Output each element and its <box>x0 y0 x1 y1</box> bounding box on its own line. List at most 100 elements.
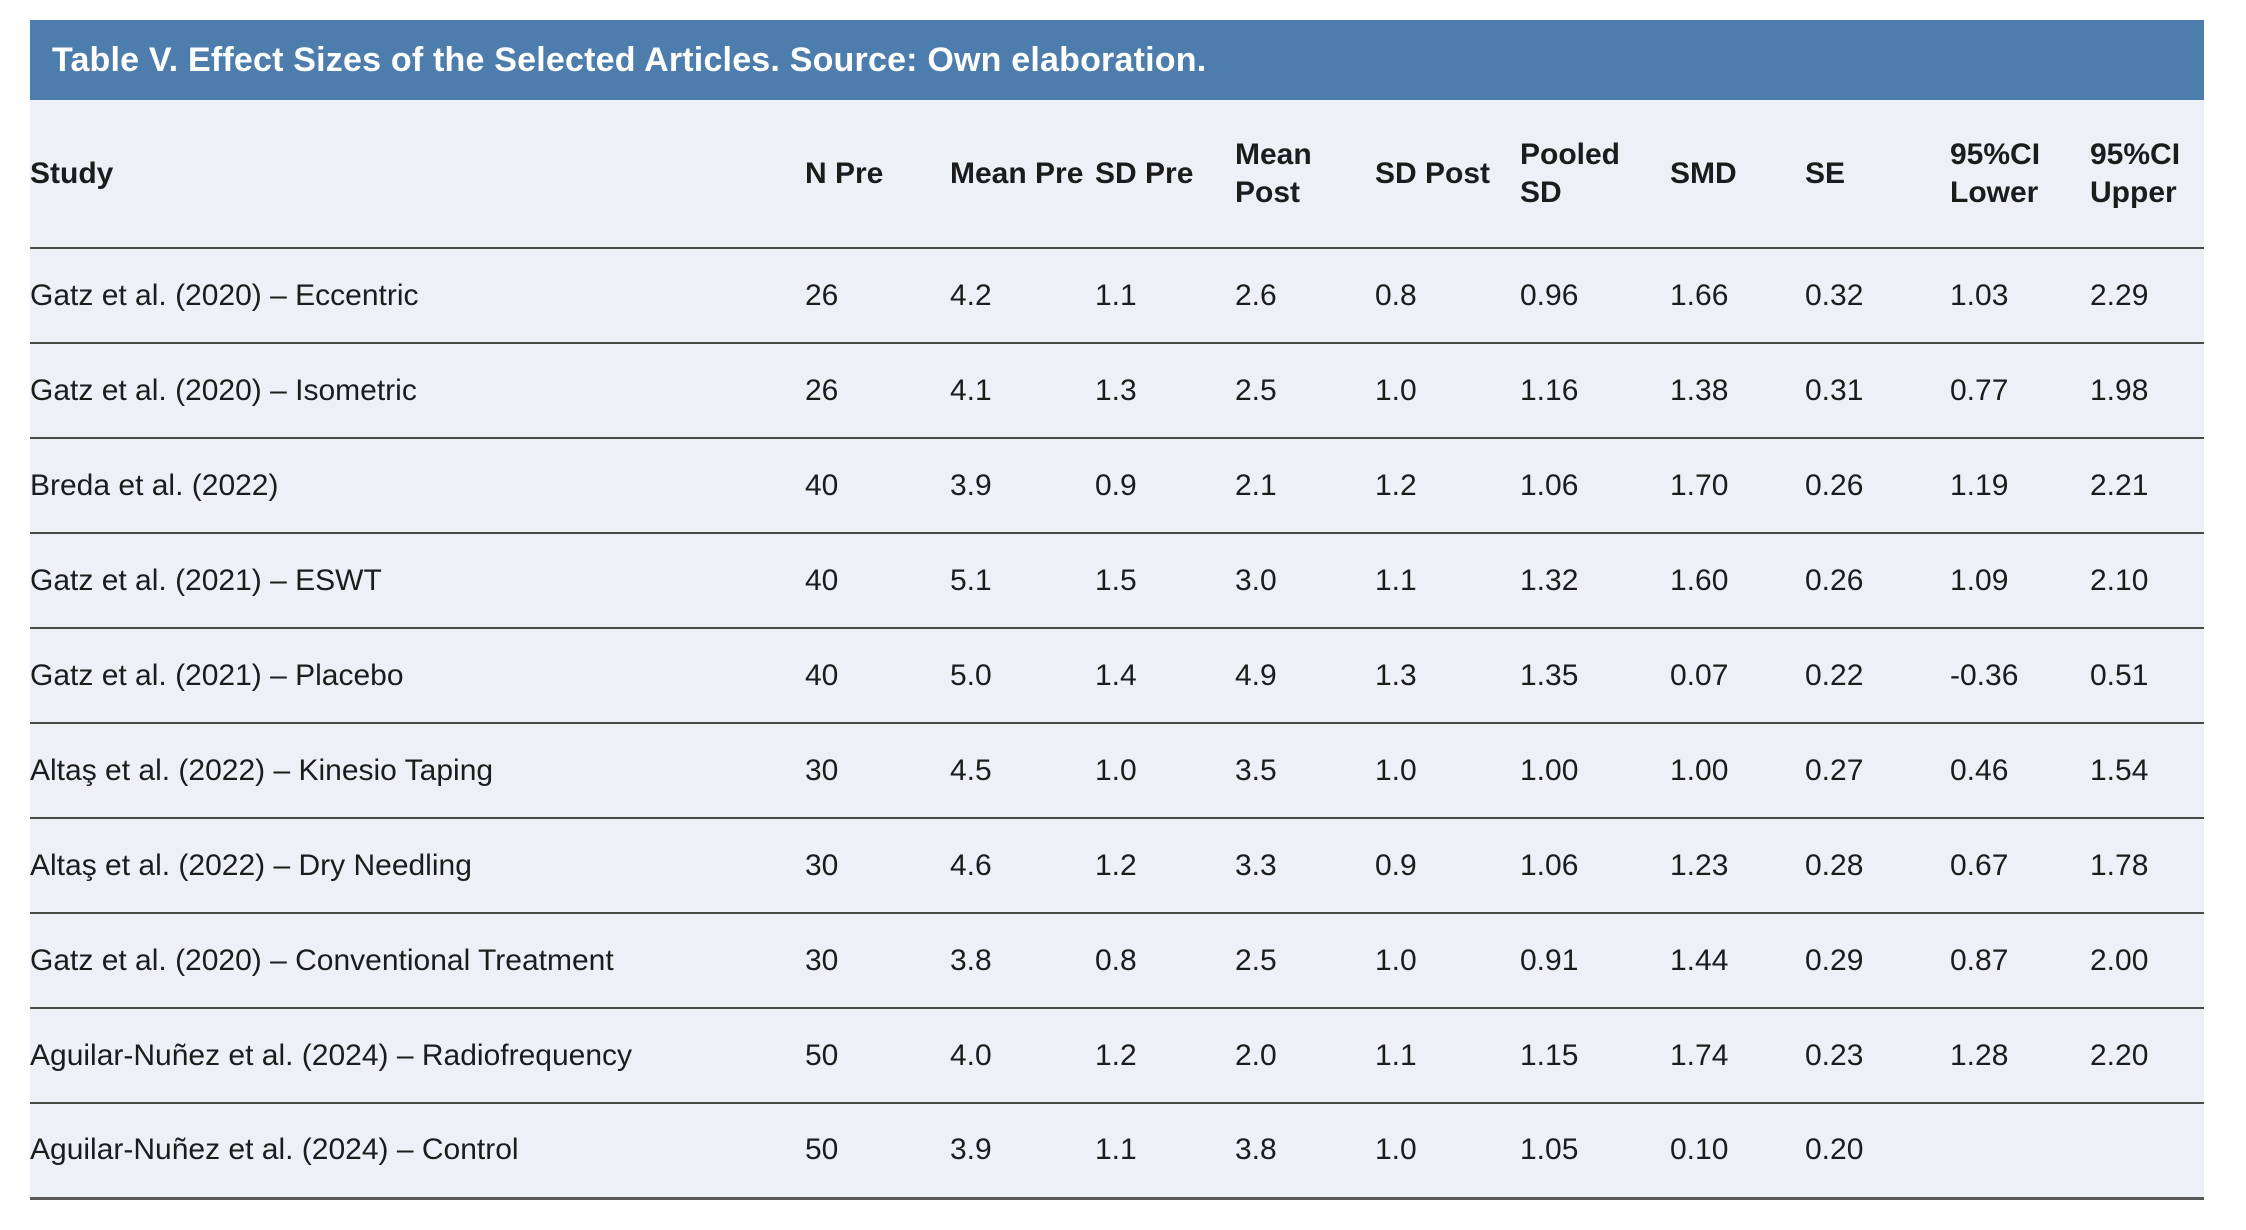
table-title-bar: Table V. Effect Sizes of the Selected Ar… <box>30 20 2204 100</box>
value-cell: 0.51 <box>2090 628 2204 724</box>
value-cell: 0.87 <box>1950 913 2090 1009</box>
column-header-mean-post: Mean Post <box>1235 100 1375 249</box>
table-row: Gatz et al. (2021) – Placebo 40 5.0 1.4 … <box>30 628 2204 724</box>
value-cell: 0.9 <box>1375 818 1520 914</box>
value-cell: 1.09 <box>1950 533 2090 629</box>
column-header-smd: SMD <box>1670 100 1805 249</box>
column-header-ci-upper: 95%CI Upper <box>2090 100 2204 249</box>
value-cell: 1.44 <box>1670 913 1805 1009</box>
value-cell: 40 <box>805 438 950 534</box>
value-cell: 1.19 <box>1950 438 2090 534</box>
value-cell: 1.54 <box>2090 723 2204 819</box>
study-cell: Gatz et al. (2021) – Placebo <box>30 628 805 724</box>
column-header-sd-pre: SD Pre <box>1095 100 1235 249</box>
value-cell: 1.28 <box>1950 1008 2090 1104</box>
value-cell: 1.0 <box>1375 913 1520 1009</box>
value-cell: 3.8 <box>1235 1103 1375 1200</box>
value-cell: 2.00 <box>2090 913 2204 1009</box>
value-cell: 4.0 <box>950 1008 1095 1104</box>
value-cell: 1.3 <box>1375 628 1520 724</box>
header-row: Study N Pre Mean Pre SD Pre Mean Post SD… <box>30 100 2204 249</box>
value-cell: 2.0 <box>1235 1008 1375 1104</box>
study-cell: Gatz et al. (2020) – Conventional Treatm… <box>30 913 805 1009</box>
study-cell: Gatz et al. (2020) – Eccentric <box>30 248 805 344</box>
value-cell: 1.0 <box>1095 723 1235 819</box>
value-cell: 0.9 <box>1095 438 1235 534</box>
value-cell: 3.9 <box>950 1103 1095 1200</box>
value-cell: 30 <box>805 723 950 819</box>
value-cell: 2.5 <box>1235 343 1375 439</box>
table-row: Breda et al. (2022) 40 3.9 0.9 2.1 1.2 1… <box>30 438 2204 534</box>
effect-sizes-table: Study N Pre Mean Pre SD Pre Mean Post SD… <box>30 100 2204 1200</box>
value-cell: 1.16 <box>1520 343 1670 439</box>
value-cell: 1.70 <box>1670 438 1805 534</box>
value-cell: 1.0 <box>1375 1103 1520 1200</box>
value-cell <box>1950 1103 2090 1200</box>
value-cell: 2.20 <box>2090 1008 2204 1104</box>
table-row: Altaş et al. (2022) – Dry Needling 30 4.… <box>30 818 2204 914</box>
value-cell: 1.0 <box>1375 343 1520 439</box>
value-cell: 1.1 <box>1375 1008 1520 1104</box>
value-cell: 3.5 <box>1235 723 1375 819</box>
value-cell: 0.96 <box>1520 248 1670 344</box>
value-cell: 0.10 <box>1670 1103 1805 1200</box>
value-cell: 1.23 <box>1670 818 1805 914</box>
table-row: Gatz et al. (2020) – Isometric 26 4.1 1.… <box>30 343 2204 439</box>
study-cell: Altaş et al. (2022) – Dry Needling <box>30 818 805 914</box>
value-cell: 0.31 <box>1805 343 1950 439</box>
value-cell: 0.29 <box>1805 913 1950 1009</box>
table-row: Aguilar-Nuñez et al. (2024) – Control 50… <box>30 1103 2204 1200</box>
value-cell: 0.67 <box>1950 818 2090 914</box>
study-cell: Aguilar-Nuñez et al. (2024) – Control <box>30 1103 805 1200</box>
value-cell: 1.06 <box>1520 818 1670 914</box>
value-cell: 2.29 <box>2090 248 2204 344</box>
value-cell: 0.26 <box>1805 438 1950 534</box>
value-cell: 1.00 <box>1670 723 1805 819</box>
study-cell: Gatz et al. (2020) – Isometric <box>30 343 805 439</box>
value-cell: 1.2 <box>1095 818 1235 914</box>
value-cell: 5.0 <box>950 628 1095 724</box>
table-row: Gatz et al. (2020) – Eccentric 26 4.2 1.… <box>30 248 2204 344</box>
value-cell: 1.0 <box>1375 723 1520 819</box>
table-row: Gatz et al. (2020) – Conventional Treatm… <box>30 913 2204 1009</box>
value-cell: 1.2 <box>1095 1008 1235 1104</box>
value-cell: 1.00 <box>1520 723 1670 819</box>
value-cell: 1.2 <box>1375 438 1520 534</box>
column-header-se: SE <box>1805 100 1950 249</box>
value-cell: 1.3 <box>1095 343 1235 439</box>
column-header-n-pre: N Pre <box>805 100 950 249</box>
value-cell: 0.46 <box>1950 723 2090 819</box>
value-cell: 0.20 <box>1805 1103 1950 1200</box>
value-cell: 1.35 <box>1520 628 1670 724</box>
value-cell: 0.22 <box>1805 628 1950 724</box>
column-header-mean-pre: Mean Pre <box>950 100 1095 249</box>
value-cell: 0.23 <box>1805 1008 1950 1104</box>
value-cell: 1.38 <box>1670 343 1805 439</box>
value-cell: 50 <box>805 1103 950 1200</box>
value-cell: 0.07 <box>1670 628 1805 724</box>
study-cell: Aguilar-Nuñez et al. (2024) – Radiofrequ… <box>30 1008 805 1104</box>
column-header-pooled-sd: Pooled SD <box>1520 100 1670 249</box>
value-cell: 50 <box>805 1008 950 1104</box>
value-cell: 0.8 <box>1375 248 1520 344</box>
value-cell: 1.66 <box>1670 248 1805 344</box>
value-cell <box>2090 1103 2204 1200</box>
table-card: Table V. Effect Sizes of the Selected Ar… <box>30 20 2204 1200</box>
value-cell: 30 <box>805 913 950 1009</box>
table-row: Altaş et al. (2022) – Kinesio Taping 30 … <box>30 723 2204 819</box>
column-header-ci-lower: 95%CI Lower <box>1950 100 2090 249</box>
value-cell: 3.8 <box>950 913 1095 1009</box>
value-cell: 26 <box>805 343 950 439</box>
value-cell: 1.06 <box>1520 438 1670 534</box>
value-cell: 3.3 <box>1235 818 1375 914</box>
value-cell: 2.5 <box>1235 913 1375 1009</box>
value-cell: 5.1 <box>950 533 1095 629</box>
value-cell: 40 <box>805 628 950 724</box>
table-title: Table V. Effect Sizes of the Selected Ar… <box>52 40 1207 79</box>
value-cell: 2.1 <box>1235 438 1375 534</box>
study-cell: Altaş et al. (2022) – Kinesio Taping <box>30 723 805 819</box>
value-cell: 2.10 <box>2090 533 2204 629</box>
value-cell: 1.1 <box>1375 533 1520 629</box>
column-header-sd-post: SD Post <box>1375 100 1520 249</box>
